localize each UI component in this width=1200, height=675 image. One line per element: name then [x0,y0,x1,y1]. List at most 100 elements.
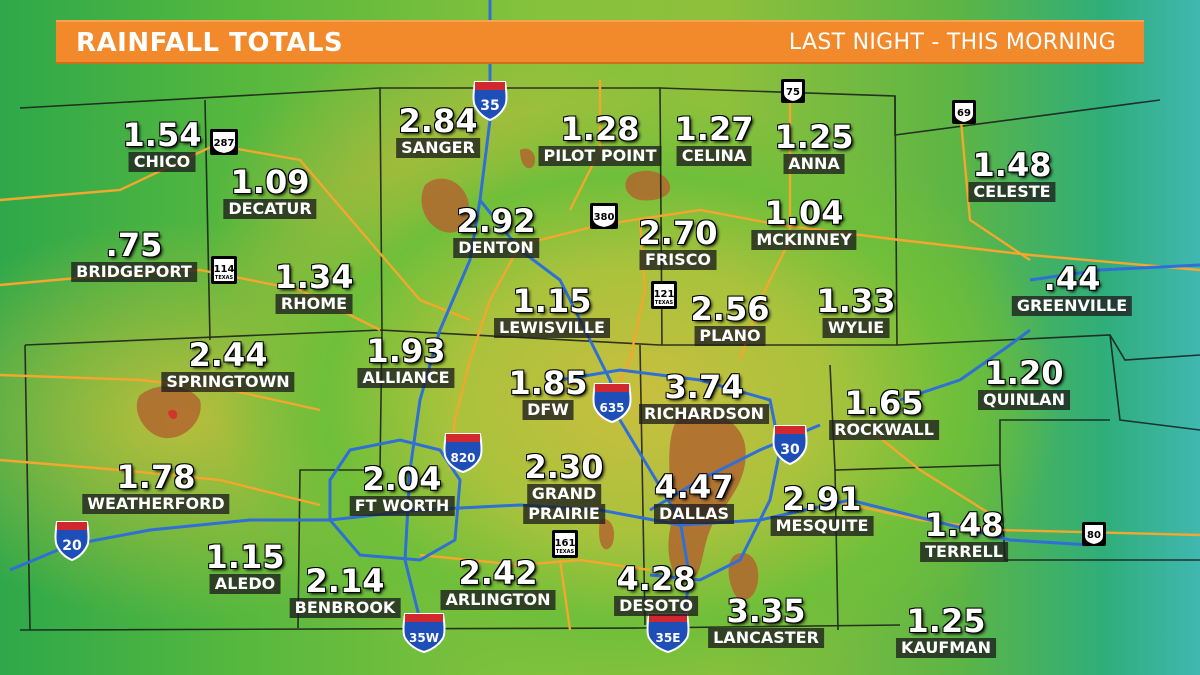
us-shield-75: 75 [781,79,805,103]
city-name: SANGER [396,138,480,158]
interstate-shield-30: 30 [772,425,808,466]
interstate-shield-35e: 35E [646,613,690,654]
city-name: LEWISVILLE [494,318,610,338]
city-name: RHOME [275,294,353,314]
city-name: BENBROOK [289,598,401,618]
rainfall-value: 1.33 [816,282,896,320]
city-label-chico: 1.54 CHICO [122,116,202,172]
city-name-line2: PRAIRIE [523,504,605,524]
us-shield-380: 380 [590,203,618,229]
city-name: QUINLAN [978,390,1070,410]
city-label-wylie: 1.33 WYLIE [816,282,896,338]
city-label-plano: 2.56 PLANO [690,290,770,346]
city-name: BRIDGEPORT [71,262,197,282]
rainfall-value: 3.35 [726,592,806,630]
city-label-springtown: 2.44 SPRINGTOWN [161,336,295,392]
city-label-terrell: 1.48 TERRELL [920,508,1008,562]
city-name: ROCKWALL [829,420,939,440]
rainfall-value: 2.56 [690,290,770,328]
city-label-anna: 1.25 ANNA [774,118,854,174]
rainfall-value: 2.30 [524,448,604,486]
tx-shield-121-label: 121 [654,289,675,300]
tx-shield-114: 114 TEXAS [211,256,237,284]
city-name: WEATHERFORD [82,494,230,514]
banner-title: RAINFALL TOTALS [76,28,344,58]
tx-shield-161: 161 TEXAS [552,530,578,558]
us-shield-380-label: 380 [594,212,615,223]
tx-shield-114-state: TEXAS [215,275,234,281]
rainfall-value: 1.20 [984,354,1064,392]
city-label-greenville: .44 GREENVILLE [1011,260,1133,316]
rainfall-value: 1.25 [906,602,986,640]
city-label-dallas: 4.47 DALLAS [654,470,734,524]
city-name: RICHARDSON [639,404,769,424]
rainfall-value: 2.70 [638,214,718,252]
tx-shield-161-state: TEXAS [556,549,575,555]
city-name: MCKINNEY [751,230,857,250]
city-name: DESOTO [614,596,698,616]
city-name: DECATUR [223,199,317,219]
rainfall-value: 1.27 [674,110,754,148]
city-label-dfw: 1.85 DFW [509,366,587,420]
city-name: ALEDO [209,574,281,594]
title-banner: RAINFALL TOTALS LAST NIGHT - THIS MORNIN… [56,20,1144,64]
city-label-mesquite: 2.91 MESQUITE [770,480,874,536]
city-name: DALLAS [654,504,734,524]
city-label-celina: 1.27 CELINA [674,110,754,166]
city-name: FT WORTH [349,496,455,516]
interstate-shield-35e-label: 35E [656,631,681,645]
rainfall-value: 2.92 [456,202,536,240]
interstate-shield-20-label: 20 [62,538,82,554]
rainfall-value: 1.09 [230,163,310,201]
city-label-pilot-point: 1.28 PILOT POINT [538,112,662,166]
tx-shield-121-state: TEXAS [655,300,674,306]
city-name: DFW [522,400,574,420]
rainfall-value: .75 [105,226,163,264]
city-label-quinlan: 1.20 QUINLAN [978,356,1070,410]
rainfall-value: 4.47 [654,468,734,506]
rainfall-value: 2.04 [362,460,442,498]
city-name: TERRELL [920,542,1008,562]
city-name: CHICO [128,152,196,172]
rainfall-value: 2.44 [188,336,268,374]
us-shield-69: 69 [952,100,976,124]
rainfall-value: 2.91 [782,480,862,518]
city-name: ANNA [783,154,845,174]
city-name: FRISCO [639,250,717,270]
interstate-shield-30-label: 30 [780,442,800,458]
city-label-sanger: 2.84 SANGER [396,104,480,158]
city-label-rockwall: 1.65 ROCKWALL [829,386,939,440]
interstate-shield-35w: 35W [402,613,446,654]
city-label-lewisville: 1.15 LEWISVILLE [494,284,610,338]
city-label-ft-worth: 2.04 FT WORTH [349,460,455,516]
city-name: DENTON [453,238,539,258]
rainfall-value: 2.42 [458,554,538,592]
interstate-shield-20: 20 [54,521,90,562]
rainfall-value: 1.34 [274,258,354,296]
city-name: CELESTE [968,182,1056,202]
us-shield-287: 287 [210,129,238,155]
city-label-lancaster: 3.35 LANCASTER [708,594,824,648]
city-name: ALLIANCE [357,368,455,388]
interstate-shield-35: 35 [472,81,508,122]
heavy-rain-areas [136,148,759,600]
rainfall-value: 1.54 [122,116,202,154]
city-label-desoto: 4.28 DESOTO [614,562,698,616]
city-label-decatur: 1.09 DECATUR [223,163,317,219]
rainfall-value: 4.28 [616,560,696,598]
rainfall-value: 1.25 [774,118,854,156]
rainfall-value: .44 [1043,260,1101,298]
city-label-bridgeport: .75 BRIDGEPORT [71,228,197,282]
city-name: GRAND [526,484,602,504]
us-shield-80: 80 [1082,522,1106,546]
rainfall-value: 1.48 [972,146,1052,184]
interstate-shield-635-label: 635 [599,401,624,415]
city-name: CELINA [676,146,752,166]
city-label-aledo: 1.15 ALEDO [206,540,284,594]
city-label-celeste: 1.48 CELESTE [968,146,1056,202]
rainfall-value: 1.93 [366,332,446,370]
city-label-weatherford: 1.78 WEATHERFORD [82,458,230,514]
rainfall-value: 1.78 [116,458,196,496]
